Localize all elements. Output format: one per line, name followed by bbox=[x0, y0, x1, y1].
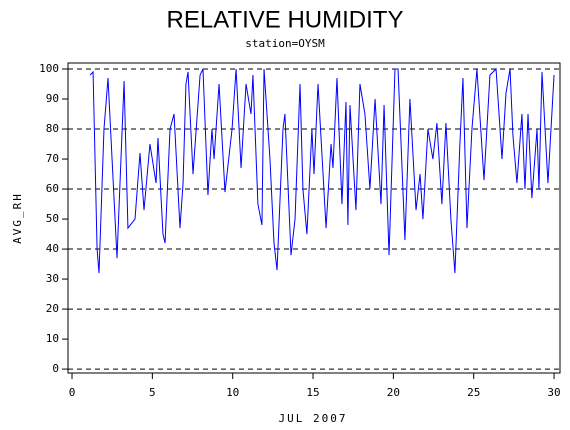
chart-title: RELATIVE HUMIDITY bbox=[167, 6, 404, 33]
x-tick-label: 10 bbox=[226, 386, 239, 399]
x-tick-label: 0 bbox=[69, 386, 76, 399]
y-tick-label: 80 bbox=[46, 122, 59, 135]
x-tick-label: 30 bbox=[547, 386, 560, 399]
x-tick-label: 20 bbox=[387, 386, 400, 399]
chart-subtitle: station=OYSM bbox=[245, 37, 325, 50]
x-tick-label: 5 bbox=[149, 386, 156, 399]
y-axis-label: AVG_RH bbox=[11, 192, 24, 244]
x-tick-label: 15 bbox=[306, 386, 319, 399]
y-tick-label: 70 bbox=[46, 152, 59, 165]
y-tick-label: 90 bbox=[46, 92, 59, 105]
y-tick-label: 20 bbox=[46, 302, 59, 315]
data-line bbox=[89, 67, 555, 274]
y-tick-label: 10 bbox=[46, 332, 59, 345]
y-tick-label: 60 bbox=[46, 182, 59, 195]
x-tick-label: 25 bbox=[467, 386, 480, 399]
y-tick-label: 50 bbox=[46, 212, 59, 225]
y-tick-label: 0 bbox=[52, 362, 59, 375]
y-tick-label: 100 bbox=[39, 62, 59, 75]
y-tick-label: 30 bbox=[46, 272, 59, 285]
y-tick-label: 40 bbox=[46, 242, 59, 255]
plot-frame bbox=[67, 62, 561, 374]
x-axis-label: JUL 2007 bbox=[279, 412, 348, 425]
